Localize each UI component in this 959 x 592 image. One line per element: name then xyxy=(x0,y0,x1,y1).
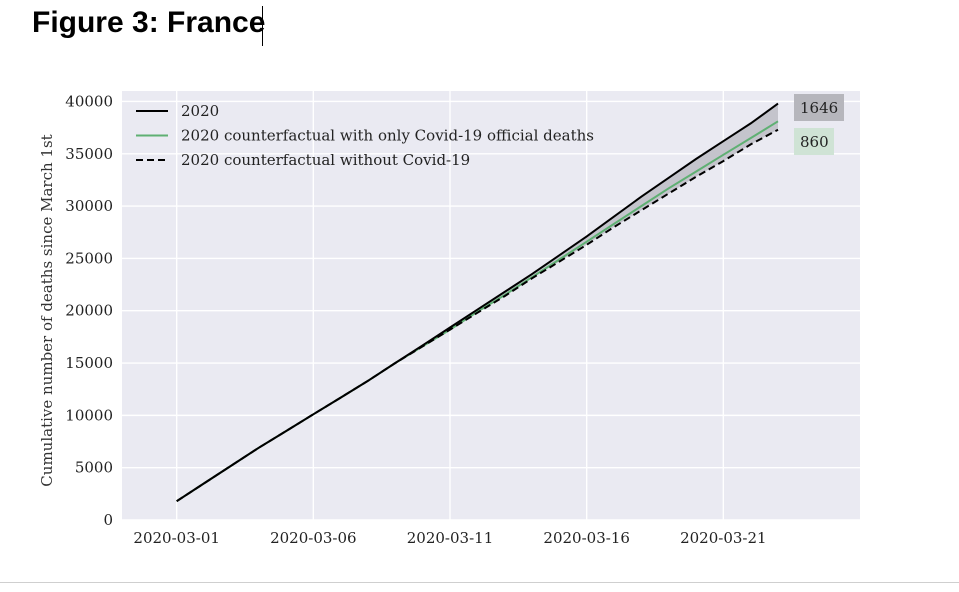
y-tick-label: 35000 xyxy=(65,145,113,163)
series-line-1 xyxy=(176,102,779,503)
annotation-label: 860 xyxy=(800,133,829,151)
x-tick-label: 2020-03-11 xyxy=(407,529,493,547)
legend-label: 2020 counterfactual with only Covid-19 o… xyxy=(181,127,594,145)
y-tick-label: 20000 xyxy=(65,302,113,320)
tick-labels: 0 5000 10000 15000 20000 25000 30000 35000 40000… xyxy=(65,92,766,547)
y-tick-label: 30000 xyxy=(65,197,113,215)
y-axis-label: Cumulative number of deaths since March … xyxy=(38,134,56,486)
y-tick-label: 25000 xyxy=(65,249,113,267)
y-tick-label: 15000 xyxy=(65,354,113,372)
text-cursor xyxy=(262,6,263,46)
x-tick-label: 2020-03-06 xyxy=(270,529,356,547)
page-divider xyxy=(0,582,959,583)
plot-area xyxy=(122,91,860,520)
annotations: 1646 860 xyxy=(794,94,844,155)
x-tick-label: 2020-03-21 xyxy=(680,529,766,547)
x-tick-label: 2020-03-16 xyxy=(543,529,629,547)
series-line-3 xyxy=(176,128,779,503)
x-tick-label: 2020-03-01 xyxy=(133,529,219,547)
series-layer xyxy=(176,102,779,503)
y-tick-label: 40000 xyxy=(65,92,113,110)
y-tick-label: 10000 xyxy=(65,406,113,424)
legend-label: 2020 xyxy=(181,102,219,120)
grid xyxy=(122,91,860,521)
annotation-box xyxy=(794,128,834,155)
legend-label: 2020 counterfactual without Covid-19 xyxy=(181,151,470,169)
figure-title: Figure 3: France xyxy=(32,6,266,39)
annotation-label: 1646 xyxy=(800,99,838,117)
legend: 2020 2020 counterfactual with only Covid-… xyxy=(136,102,594,169)
annotation-box xyxy=(794,94,844,121)
y-tick-label: 0 xyxy=(103,511,113,529)
y-tick-label: 5000 xyxy=(75,459,113,477)
